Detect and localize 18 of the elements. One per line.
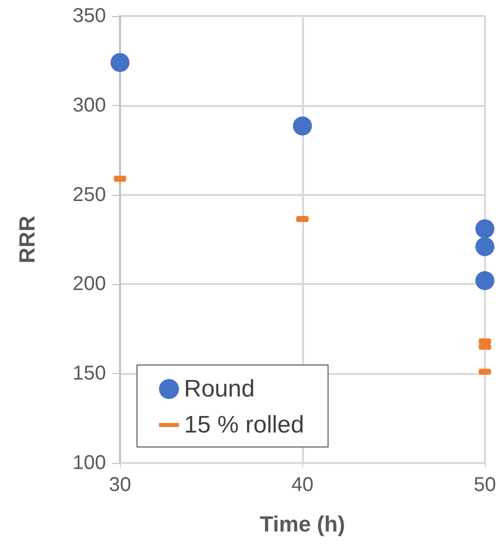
y-tick-label: 200 bbox=[72, 273, 106, 296]
x-axis-title: Time (h) bbox=[260, 512, 346, 536]
point bbox=[110, 52, 130, 72]
legend-label: 15 % rolled bbox=[184, 412, 304, 438]
x-tick-label: 50 bbox=[474, 474, 496, 496]
y-tick-label: 150 bbox=[72, 362, 106, 385]
y-tick-label: 100 bbox=[72, 452, 106, 474]
y-tick-label: 300 bbox=[72, 94, 106, 116]
x-tick-label: 30 bbox=[108, 474, 132, 496]
x-tick-label: 40 bbox=[291, 474, 314, 496]
point bbox=[292, 116, 312, 136]
point bbox=[475, 219, 494, 238]
legend-label: Round bbox=[184, 376, 255, 402]
point bbox=[475, 271, 494, 290]
y-tick-label: 250 bbox=[72, 184, 106, 206]
y-tick-label: 350 bbox=[72, 5, 106, 27]
y-axis-title: RRR bbox=[14, 216, 40, 264]
point bbox=[475, 237, 494, 256]
